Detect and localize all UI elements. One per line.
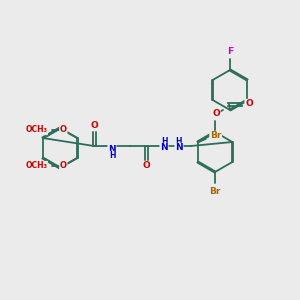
Text: H: H: [161, 137, 167, 146]
Text: O: O: [142, 161, 150, 170]
Text: OCH₃: OCH₃: [25, 161, 47, 170]
Text: Br: Br: [209, 188, 221, 196]
Text: N: N: [175, 143, 183, 152]
Text: O: O: [60, 125, 67, 134]
Text: O: O: [60, 161, 67, 170]
Text: H: H: [109, 152, 115, 160]
Text: F: F: [227, 47, 233, 56]
Text: O: O: [245, 100, 253, 109]
Text: H: H: [176, 137, 182, 146]
Text: N: N: [160, 143, 168, 152]
Text: OCH₃: OCH₃: [25, 125, 47, 134]
Text: O: O: [90, 122, 98, 130]
Text: O: O: [212, 110, 220, 118]
Text: N: N: [108, 146, 116, 154]
Text: Br: Br: [210, 131, 221, 140]
